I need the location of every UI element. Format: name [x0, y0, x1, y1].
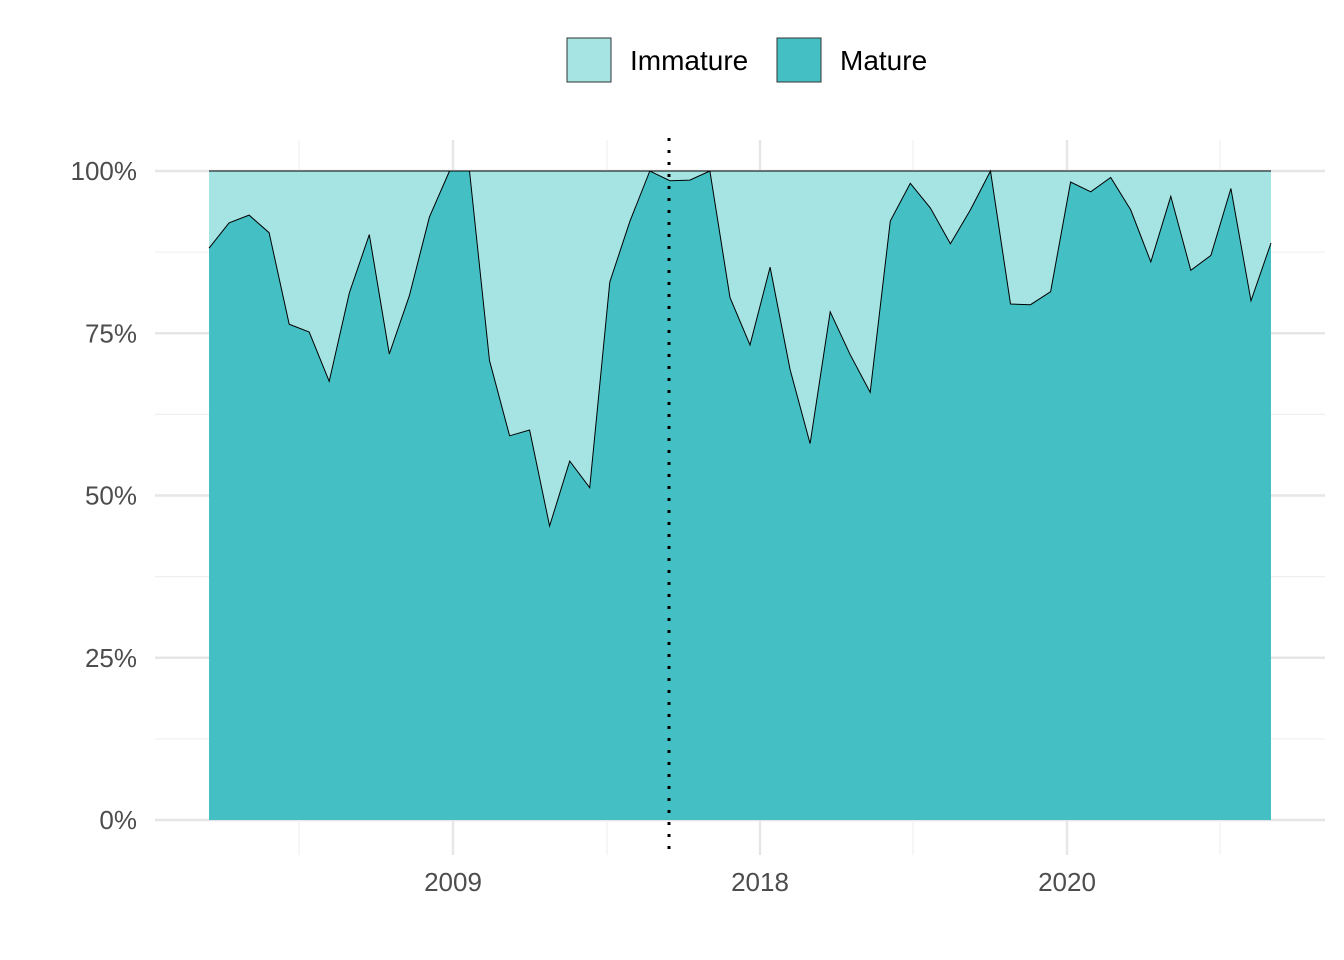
area-immature: [209, 171, 1271, 526]
x-tick-label: 2018: [731, 867, 789, 897]
legend-swatch-immature: [566, 37, 612, 83]
y-tick-label: 0%: [99, 805, 137, 835]
y-axis: 0% 25% 50% 75% 100%: [71, 156, 138, 835]
plot-areas: [208, 169, 1272, 820]
legend: Immature Mature: [566, 37, 927, 83]
y-tick-label: 100%: [71, 156, 138, 186]
legend-label-mature: Mature: [840, 45, 927, 76]
y-tick-label: 75%: [85, 318, 137, 348]
line-mature-boundary: [208, 169, 1272, 528]
y-tick-label: 50%: [85, 481, 137, 511]
x-tick-label: 2009: [424, 867, 482, 897]
x-axis: 2009 2018 2020: [424, 867, 1096, 897]
area-mature: [209, 171, 1271, 820]
legend-label-immature: Immature: [630, 45, 748, 76]
legend-swatch-mature: [776, 37, 822, 83]
y-tick-label: 25%: [85, 643, 137, 673]
x-tick-label: 2020: [1038, 867, 1096, 897]
